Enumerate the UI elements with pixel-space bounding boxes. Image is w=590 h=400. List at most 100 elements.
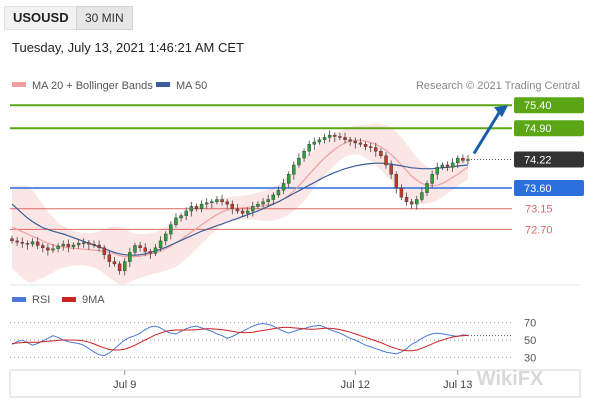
candle-body [379,150,383,156]
projection-arrow-shaft [472,110,502,155]
candle-body [409,201,414,205]
candle-body [56,245,60,249]
candle-body [276,190,281,196]
candle-body [445,164,450,168]
level-label-4: 73.15 [525,204,553,216]
candle-body [240,210,245,214]
candle-body [30,241,35,245]
x-tick-label-1: Jul 12 [341,379,370,391]
candle-body [153,247,158,254]
candle-body [82,242,86,244]
candle-body [281,183,286,191]
candle-body [271,194,276,200]
copyright-text: Research © 2021 Trading Central [416,80,580,92]
rsi-legend-swatch [12,297,26,302]
candle-body [389,164,393,175]
candle-body [368,146,373,148]
candle-body [256,203,260,207]
candle-body [450,162,455,168]
candle-body [210,201,214,204]
candle-body [46,247,50,251]
candle-body [148,251,153,254]
candle-body [461,157,465,161]
level-label-3: 73.60 [524,183,552,195]
ma50-legend-label: MA 50 [176,80,207,92]
level-label-5: 72.70 [525,224,553,236]
chart-datetime: Tuesday, July 13, 2021 1:46:21 AM CET [12,40,244,55]
candle-body [220,199,224,202]
candle-body [404,196,409,202]
candle-body [358,142,363,145]
candle-body [35,241,40,246]
level-badge-1 [514,120,584,137]
candle-body [261,201,265,205]
candle-body [25,242,30,245]
bollinger-band-area [12,123,468,285]
candle-body [353,140,358,144]
candle-body [174,217,178,225]
projection-arrow-head [494,105,508,118]
ma20-line [11,139,469,258]
rsi-legend-label: RSI [32,294,50,306]
candle-body [456,157,460,163]
candle-body [169,224,173,235]
candle-body [230,203,235,209]
candle-body [133,245,137,253]
rsi-panel: 70 50 30 [10,318,536,364]
candle-body [41,245,45,248]
candle-body [420,192,424,200]
candle-body [374,147,378,152]
candle-body [297,157,301,166]
ma20-legend-swatch [12,82,26,87]
candle-body [440,164,445,168]
candle-body [466,159,470,161]
rsi-tick-2: 30 [524,352,536,364]
candle-body [189,206,194,212]
candle-body [251,206,255,212]
watermark: WikiFX [477,368,544,390]
candle-body [61,243,65,247]
candle-body [435,167,439,175]
candle-body [415,199,419,205]
candle-body [348,139,352,142]
level-label-1: 74.90 [524,123,552,135]
rsi-ma-legend-label: 9MA [82,294,105,306]
candle-body [245,210,250,214]
candle-body [51,248,55,251]
candle-body [343,137,347,140]
level-badge-0 [514,97,584,114]
ma50-legend-swatch [156,82,170,87]
candle-body [317,139,322,143]
candle-body [117,263,122,271]
x-tick-label-2: Jul 13 [443,379,472,391]
candle-body [128,252,132,262]
candle-body [333,134,337,137]
candle-body [322,137,327,140]
x-tick-label-0: Jul 9 [113,379,136,391]
rsi-ma-legend-swatch [62,297,76,302]
candle-body [138,245,142,248]
level-badge-3 [514,180,584,196]
candle-body [66,243,71,248]
candle-body [163,233,168,242]
candle-body [215,199,219,202]
candle-body [384,155,388,166]
symbol-tab[interactable]: USOUSD [4,6,78,30]
candle-body [394,173,398,189]
candle-body [76,242,81,246]
x-axis: Jul 9 Jul 12 Jul 13 [113,370,472,391]
candle-body [204,202,209,205]
rsi-tick-1: 50 [524,335,536,347]
candle-body [430,173,434,184]
candle-body [194,206,199,209]
candle-body [327,134,332,138]
timeframe-tab[interactable]: 30 MIN [76,6,133,30]
candle-body [338,136,342,138]
candle-body [266,199,270,202]
candle-body [199,203,204,209]
candle-body [399,187,404,198]
candle-body [102,247,106,255]
rsi-series-0 [11,322,469,357]
candle-body [292,164,296,175]
